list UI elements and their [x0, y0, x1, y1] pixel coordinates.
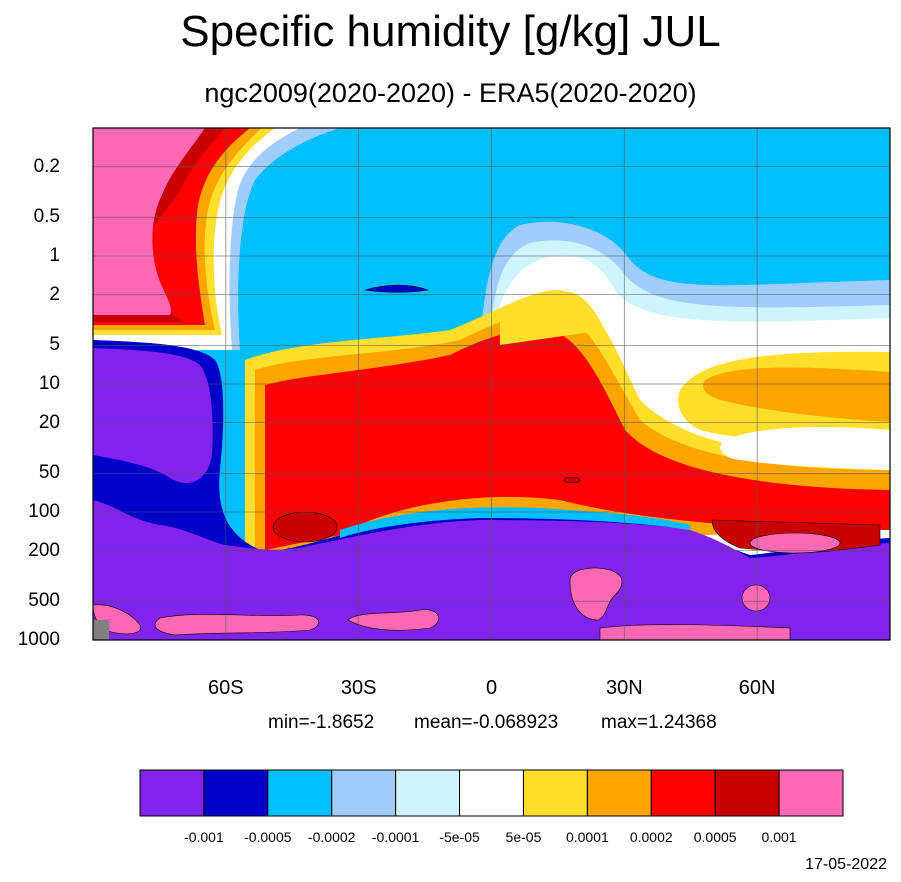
contour-band-right-orange-lobe: [703, 367, 890, 422]
y-tick-label: 5: [49, 334, 60, 356]
stat-max: max=1.24368: [601, 712, 717, 733]
contour-blob-dark-blue: [364, 284, 430, 293]
colorbar-swatch: [395, 769, 461, 817]
contour-band-left-pink: [93, 128, 205, 315]
colorbar-swatch: [267, 769, 333, 817]
colorbar-swatch: [714, 769, 780, 817]
x-tick-label: 0: [485, 677, 498, 699]
contour-band-upper-right-yellow: [500, 291, 605, 345]
contour-blob-dark-red-1: [272, 511, 338, 543]
contour-blob-pink-3: [741, 584, 771, 612]
colorbar-swatch: [139, 769, 205, 817]
y-tick-label: 20: [38, 411, 60, 433]
contour-blob-pink-2: [569, 567, 623, 621]
y-tick-label: 1000: [17, 629, 60, 650]
colorbar-swatch: [331, 769, 397, 817]
contour-blob-pink-7: [599, 624, 791, 640]
y-tick-label: 0.2: [33, 155, 60, 177]
y-tick-label: 500: [28, 590, 60, 612]
colorbar-label: -0.0002: [307, 829, 356, 845]
colorbar-label: 0.0005: [693, 829, 737, 845]
chart-title: Specific humidity [g/kg] JUL: [180, 7, 721, 56]
colorbar-label: 0.0002: [629, 829, 673, 845]
contour-band-purple-lower-left: [93, 500, 177, 562]
colorbar-label: -5e-05: [439, 829, 480, 845]
date-stamp: 17-05-2022: [805, 856, 887, 873]
y-tick-label: 10: [38, 373, 60, 394]
plot-frame: [92, 127, 891, 641]
colorbar-label: 0.001: [761, 829, 797, 845]
colorbar-swatch: [650, 769, 716, 817]
y-tick-label: 2: [49, 283, 60, 305]
y-tick-label: 1: [49, 245, 60, 266]
contour-band-right-white-lobe: [720, 427, 890, 470]
colorbar-swatch: [522, 769, 588, 817]
contour-blob-pink-5: [154, 614, 319, 636]
stat-mean: mean=-0.068923: [414, 712, 559, 733]
colorbar-label: -0.0001: [371, 829, 420, 845]
colorbar-swatch: [203, 769, 269, 817]
colorbar-swatch: [778, 769, 844, 817]
stat-min: min=-1.8652: [268, 712, 375, 733]
x-tick-label: 60N: [738, 677, 776, 699]
contour-blob-dark-red-3: [563, 476, 581, 484]
colorbar: [139, 769, 844, 817]
x-tick-label: 60S: [208, 677, 244, 699]
y-tick-label: 50: [38, 462, 60, 484]
contour-band-purple: [93, 348, 890, 640]
contour-blob-pink-1: [749, 532, 841, 554]
chart-subtitle: ngc2009(2020-2020) - ERA5(2020-2020): [204, 78, 697, 108]
colorbar-label: -0.0005: [244, 829, 292, 845]
contour-fill-layer: [93, 128, 890, 640]
contour-blob-pink-4: [347, 609, 439, 631]
missing-data-patch: [93, 620, 109, 640]
contour-band-boundary-light-blue: [340, 507, 690, 538]
x-tick-label: 30S: [340, 677, 377, 699]
contour-band-mid-red: [265, 328, 890, 550]
colorbar-swatch: [586, 769, 652, 817]
colorbar-label: 5e-05: [505, 829, 542, 845]
y-tick-label: 200: [28, 539, 60, 561]
y-tick-label: 0.5: [33, 206, 60, 228]
colorbar-label: -0.001: [184, 829, 224, 845]
x-tick-label: 30N: [605, 677, 643, 699]
y-tick-label: 100: [28, 501, 60, 522]
colorbar-label: 0.0001: [565, 829, 609, 845]
colorbar-swatch: [459, 769, 524, 817]
